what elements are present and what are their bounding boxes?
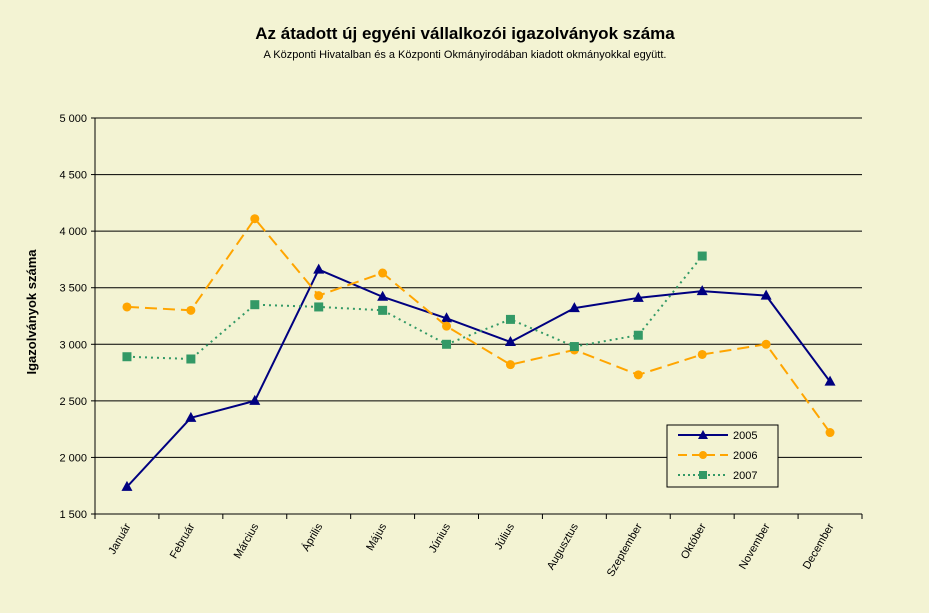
data-point (569, 342, 579, 352)
gridlines (95, 117, 862, 458)
legend-label-2006: 2006 (733, 450, 757, 462)
x-axis: Január Február Március Április Május Június Jú… (94, 513, 863, 579)
data-point (825, 428, 835, 438)
x-tick-label: Március (232, 521, 262, 561)
data-point (314, 291, 324, 301)
x-tick-label: December (801, 521, 837, 571)
series-2005 (121, 263, 836, 491)
x-tick-label: Augusztus (545, 521, 581, 572)
data-point (186, 354, 196, 364)
x-tick-label: Július (493, 521, 518, 552)
data-point (505, 360, 515, 370)
y-axis: 1 500 2 000 2 500 3 000 3 500 4 000 4 500 5 000 (59, 113, 96, 521)
data-point (378, 305, 388, 315)
legend-marker-2006 (699, 451, 707, 459)
data-point (377, 290, 389, 301)
data-point (696, 285, 708, 296)
data-point (824, 375, 836, 386)
data-point (313, 263, 325, 274)
y-tick-label: 1 500 (59, 509, 87, 521)
y-tick-label: 3 000 (59, 339, 87, 351)
data-point (122, 302, 132, 312)
legend-entry-2005: 2005 (678, 430, 757, 442)
chart-title: Az átadott új egyéni vállalkozói igazolv… (255, 24, 675, 43)
y-tick-label: 5 000 (59, 113, 87, 125)
legend-marker-2007 (699, 471, 707, 479)
data-point (121, 480, 133, 491)
y-tick-label: 4 500 (59, 170, 87, 182)
chart-subtitle: A Központi Hivatalban és a Központi Okmá… (264, 49, 667, 61)
data-point (760, 289, 772, 300)
y-tick-label: 3 500 (59, 283, 87, 295)
data-point (761, 339, 771, 349)
legend-entry-2007: 2007 (678, 470, 757, 482)
data-point (505, 314, 515, 324)
y-axis-label: Igazolványok száma (24, 249, 39, 375)
legend-marker-2005 (698, 430, 708, 439)
data-point (314, 302, 324, 312)
x-tick-label: Október (679, 521, 709, 561)
series-2006 (122, 214, 835, 438)
legend-label-2005: 2005 (733, 430, 757, 442)
x-tick-label: Június (427, 521, 454, 555)
x-tick-label: Január (106, 521, 133, 556)
data-point (122, 352, 132, 362)
data-point (378, 268, 388, 278)
y-tick-label: 2 500 (59, 396, 87, 408)
data-point (249, 394, 261, 405)
y-tick-label: 4 000 (59, 226, 87, 238)
legend-entry-2006: 2006 (678, 450, 757, 462)
series-line-2006 (126, 217, 831, 434)
data-point (250, 214, 260, 224)
data-point (441, 312, 453, 323)
series-2007 (122, 251, 707, 364)
y-tick-label: 2 000 (59, 452, 87, 464)
data-point (250, 300, 260, 310)
x-tick-label: Április (299, 521, 325, 554)
x-tick-label: Szeptember (605, 521, 645, 579)
x-tick-label: Február (168, 521, 198, 561)
series-line-2005 (126, 268, 831, 488)
data-point (697, 251, 707, 261)
data-point (186, 305, 196, 315)
data-point (633, 370, 643, 380)
data-point (504, 336, 516, 347)
data-point (442, 339, 452, 349)
data-point (442, 321, 452, 331)
data-point (633, 330, 643, 340)
legend: 2005 2006 2007 (666, 424, 779, 488)
data-point (697, 349, 707, 359)
x-tick-label: November (737, 521, 773, 571)
data-point (568, 302, 580, 313)
legend-label-2007: 2007 (733, 470, 757, 482)
data-point (185, 411, 197, 422)
data-point (632, 291, 644, 302)
series-group (121, 214, 836, 491)
x-tick-label: Május (364, 521, 389, 553)
